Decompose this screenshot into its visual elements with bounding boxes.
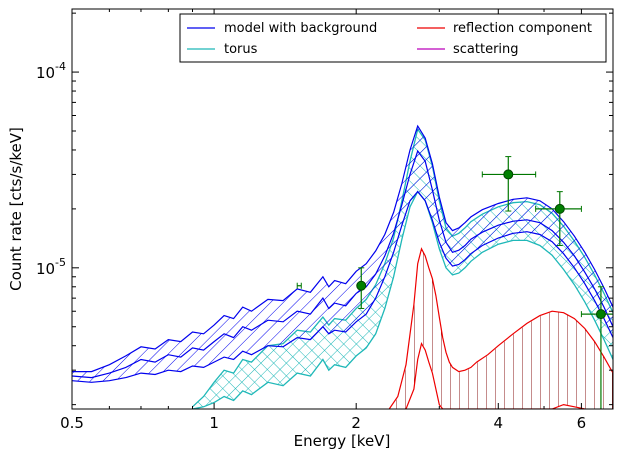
reflection-lower-line	[405, 341, 585, 409]
legend-label-scattering: scattering	[453, 42, 519, 57]
legend: model with background reflection compone…	[179, 13, 607, 63]
x-tick-label-1: 1	[209, 414, 219, 432]
x-axis-label: Energy [keV]	[294, 432, 391, 450]
x-tick-label-4: 6	[577, 414, 587, 432]
model-lower-line	[72, 190, 613, 383]
model-mid-line	[72, 149, 613, 379]
legend-box	[179, 13, 607, 63]
data-point-1	[503, 169, 514, 180]
legend-label-torus: torus	[224, 42, 258, 57]
plot-area	[72, 124, 613, 409]
x-tick-label-3: 4	[494, 414, 504, 432]
reflection-upper-line	[388, 247, 613, 409]
y-axis-label: Count rate [cts/s/keV]	[7, 127, 25, 291]
data-point-3	[595, 309, 606, 320]
y-tick-label-0: 10-5	[36, 256, 66, 278]
legend-label-reflection: reflection component	[453, 21, 592, 36]
axis-ticks: 0.5 1 2 4 6 10-5 10-4	[36, 9, 614, 432]
x-tick-label-0: 0.5	[60, 414, 84, 432]
model-upper-line	[72, 124, 613, 373]
x-tick-label-2: 2	[351, 414, 361, 432]
torus-lower-line	[192, 190, 613, 409]
data-point-0	[356, 280, 367, 291]
torus-band	[192, 129, 613, 409]
data-point-2	[554, 203, 565, 214]
legend-label-model: model with background	[224, 21, 377, 36]
y-tick-label-1: 10-4	[36, 60, 66, 82]
reflection-band	[389, 248, 613, 409]
